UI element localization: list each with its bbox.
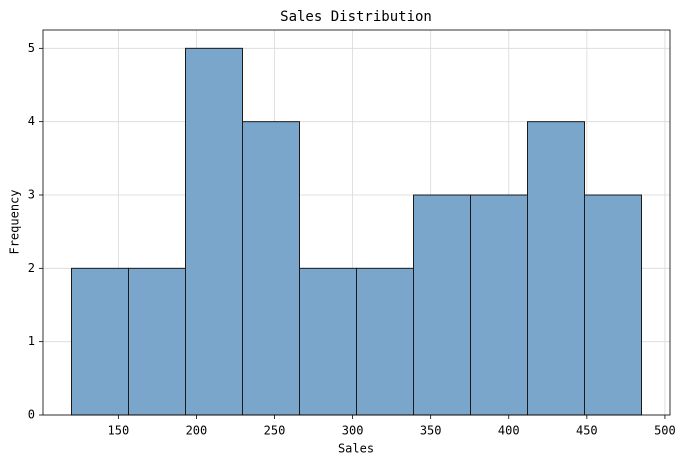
- bar: [242, 121, 300, 416]
- bar: [470, 194, 528, 416]
- y-axis-label: Frequency: [8, 189, 22, 254]
- x-tick-label: 250: [264, 424, 286, 438]
- chart-title: Sales Distribution: [280, 9, 432, 25]
- bar: [527, 121, 585, 416]
- y-tick-label: 2: [28, 261, 35, 275]
- x-tick-label: 450: [576, 424, 598, 438]
- y-tick-label: 5: [28, 41, 35, 55]
- bar: [128, 267, 186, 416]
- bar: [185, 47, 243, 416]
- y-tick-label: 1: [28, 334, 35, 348]
- bar: [356, 267, 414, 416]
- y-tick-label: 4: [28, 114, 35, 128]
- plot-frame: [42, 29, 671, 416]
- bar: [71, 267, 129, 416]
- bar: [299, 267, 357, 416]
- x-tick-label: 300: [342, 424, 364, 438]
- y-tick-label: 3: [28, 188, 35, 202]
- x-tick-label: 500: [654, 424, 676, 438]
- x-tick-label: 200: [186, 424, 208, 438]
- x-tick-label: 150: [108, 424, 130, 438]
- x-tick-label: 400: [498, 424, 520, 438]
- bar: [584, 194, 642, 416]
- x-tick-label: 350: [420, 424, 442, 438]
- x-axis-label: Sales: [338, 442, 374, 456]
- y-tick-label: 0: [28, 408, 35, 422]
- bar: [413, 194, 471, 416]
